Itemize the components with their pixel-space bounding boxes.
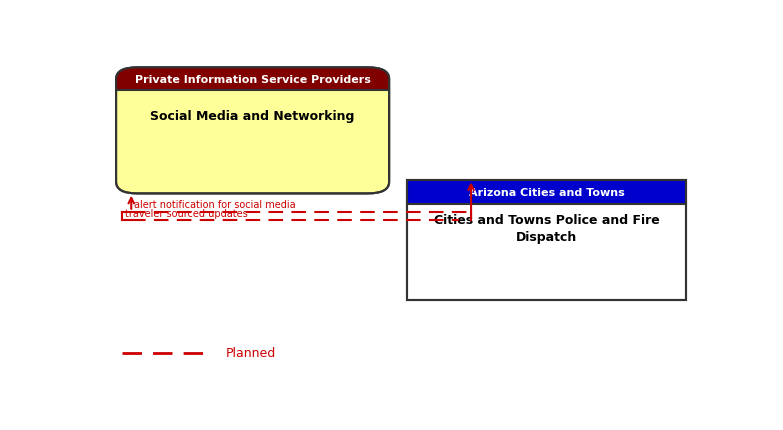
Text: Cities and Towns Police and Fire
Dispatch: Cities and Towns Police and Fire Dispatc… [434,213,660,243]
Text: Social Media and Networking: Social Media and Networking [150,110,355,123]
Text: Private Information Service Providers: Private Information Service Providers [135,74,370,84]
FancyBboxPatch shape [116,68,389,91]
Text: Arizona Cities and Towns: Arizona Cities and Towns [469,187,625,198]
Bar [407,181,687,205]
Text: traveler sourced updates: traveler sourced updates [125,209,248,219]
Bar [407,181,687,300]
Bar [407,181,687,300]
FancyBboxPatch shape [116,68,389,194]
Text: alert notification for social media: alert notification for social media [135,200,296,209]
Bar [116,80,389,91]
Text: Planned: Planned [226,347,276,359]
